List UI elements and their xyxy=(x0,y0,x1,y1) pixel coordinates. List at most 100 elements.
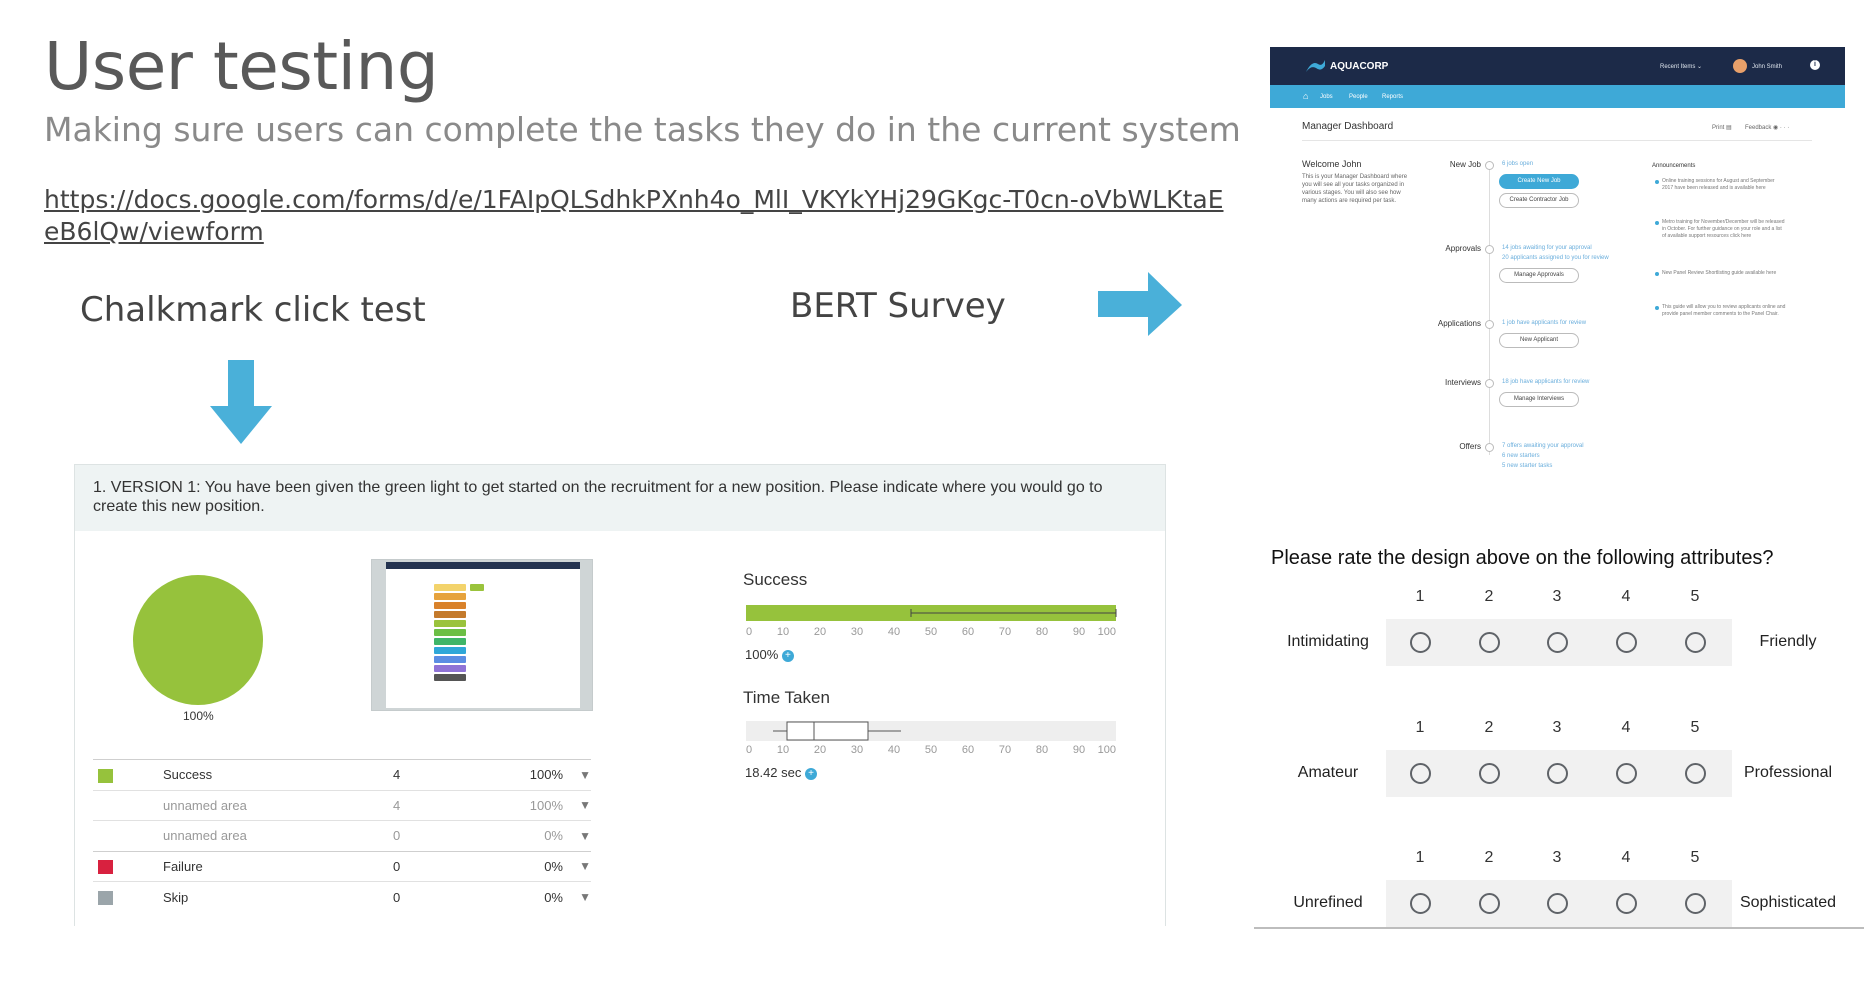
scale-number: 3 xyxy=(1552,849,1562,866)
attribute-left-label: Intimidating xyxy=(1287,633,1369,650)
axis-tick-label: 80 xyxy=(1036,744,1048,756)
axis-tick-label: 0 xyxy=(746,744,752,756)
attribute-right-label: Sophisticated xyxy=(1739,894,1837,911)
section-button[interactable]: Create Contractor Job xyxy=(1499,193,1579,208)
section-label: Offers xyxy=(1459,442,1481,451)
axis-tick-label: 10 xyxy=(777,744,789,756)
results-table: Success 4 100% ▼ unnamed area 4 100% ▼ unnamed a… xyxy=(93,759,591,912)
nav-people[interactable]: People xyxy=(1349,94,1368,100)
rating-radio[interactable] xyxy=(1479,893,1500,914)
filter-icon[interactable]: ▼ xyxy=(563,850,591,882)
feedback-button[interactable]: Feedback ◉ · · · xyxy=(1745,125,1790,131)
announcement-bullet xyxy=(1655,306,1659,310)
row-count: 0 xyxy=(393,820,473,851)
chalkmark-results-panel: 1. VERSION 1: You have been given the gr… xyxy=(74,464,1166,926)
announcement-item: Online training sessions for August and … xyxy=(1662,178,1775,191)
bert-survey-label: BERT Survey xyxy=(790,286,1006,326)
nav-jobs[interactable]: Jobs xyxy=(1320,94,1333,100)
axis-tick-label: 80 xyxy=(1036,626,1048,638)
attribute-left-label: Amateur xyxy=(1297,764,1359,781)
row-percent: 0% xyxy=(473,850,563,882)
click-heatmap-thumbnail[interactable] xyxy=(371,559,593,711)
announcement-bullet xyxy=(1655,272,1659,276)
section-item[interactable]: 20 applicants assigned to you for review xyxy=(1502,255,1609,261)
section-item[interactable]: 6 new starters xyxy=(1502,453,1540,459)
row-count: 0 xyxy=(393,850,473,882)
rating-radio[interactable] xyxy=(1547,763,1568,784)
filter-icon[interactable]: ▼ xyxy=(563,759,591,790)
section-item[interactable]: 7 offers awaiting your approval xyxy=(1502,443,1584,449)
survey-link[interactable]: https://docs.google.com/forms/d/e/1FAIpQ… xyxy=(44,185,1224,246)
scale-number: 4 xyxy=(1621,588,1631,605)
timeline-dot xyxy=(1485,245,1494,254)
welcome-text: This is your Manager Dashboard where you… xyxy=(1302,174,1408,204)
axis-tick-label: 90 xyxy=(1073,626,1085,638)
row-percent: 0% xyxy=(473,881,563,912)
scale-number: 5 xyxy=(1690,719,1700,736)
page-title: Manager Dashboard xyxy=(1302,121,1394,132)
scale-number: 2 xyxy=(1484,849,1494,866)
rating-radio[interactable] xyxy=(1685,893,1706,914)
rating-radio[interactable] xyxy=(1410,763,1431,784)
section-button[interactable]: Manage Approvals xyxy=(1499,268,1579,283)
rating-radio[interactable] xyxy=(1616,893,1637,914)
rating-radio[interactable] xyxy=(1616,632,1637,653)
rating-radio[interactable] xyxy=(1685,763,1706,784)
axis-tick-label: 90 xyxy=(1073,744,1085,756)
axis-tick-label: 0 xyxy=(746,626,752,638)
axis-tick-label: 10 xyxy=(777,626,789,638)
time-value: 18.42 sec xyxy=(745,765,802,780)
table-row: Skip 0 0% ▼ xyxy=(93,881,591,912)
time-boxplot: 0 10 20 30 40 50 60 70 80 90 100 xyxy=(746,721,1116,756)
table-row: Success 4 100% ▼ xyxy=(93,759,591,790)
rating-radio[interactable] xyxy=(1685,632,1706,653)
announcements-title: Announcements xyxy=(1652,163,1696,169)
rating-radio[interactable] xyxy=(1479,632,1500,653)
section-item[interactable]: 5 new starter tasks xyxy=(1502,463,1553,469)
axis-tick-label: 100 xyxy=(1098,744,1116,756)
arrow-down-icon xyxy=(210,360,272,444)
task-question: 1. VERSION 1: You have been given the gr… xyxy=(75,465,1165,531)
row-count: 0 xyxy=(393,881,473,912)
success-bar-chart: 0 10 20 30 40 50 60 70 80 90 100 xyxy=(746,605,1117,638)
filter-icon[interactable]: ▼ xyxy=(563,881,591,912)
rating-radio[interactable] xyxy=(1547,893,1568,914)
announcement-item: New Panel Review Shortlisting guide avai… xyxy=(1662,270,1777,276)
recent-items-menu[interactable]: Recent Items ⌄ xyxy=(1660,64,1703,70)
axis-tick-label: 30 xyxy=(851,744,863,756)
slide-subtitle: Making sure users can complete the tasks… xyxy=(44,110,1241,149)
success-title: Success xyxy=(743,570,808,589)
section-button[interactable]: Manage Interviews xyxy=(1499,392,1579,407)
info-plus-icon[interactable]: + xyxy=(781,649,794,662)
home-icon[interactable]: ⌂ xyxy=(1303,91,1309,101)
aquacorp-dashboard-screenshot: AQUACORP Recent Items ⌄ John Smith i ⌂ J… xyxy=(1270,47,1845,499)
row-percent: 0% xyxy=(473,820,563,851)
scale-number: 5 xyxy=(1690,849,1700,866)
avatar[interactable] xyxy=(1733,59,1747,73)
rating-radio[interactable] xyxy=(1410,893,1431,914)
announcement-item: This guide will allow you to review appl… xyxy=(1662,304,1786,317)
section-item[interactable]: 6 jobs open xyxy=(1502,161,1534,167)
timeline-dot xyxy=(1485,379,1494,388)
section-item[interactable]: 1 job have applicants for review xyxy=(1502,320,1587,326)
axis-tick-label: 40 xyxy=(888,626,900,638)
print-button[interactable]: Print ▤ xyxy=(1712,125,1732,131)
rating-radio[interactable] xyxy=(1616,763,1637,784)
filter-icon[interactable]: ▼ xyxy=(563,789,591,821)
axis-tick-label: 70 xyxy=(999,744,1011,756)
chalkmark-label: Chalkmark click test xyxy=(80,290,426,330)
section-item[interactable]: 14 jobs awaiting for your approval xyxy=(1502,245,1592,251)
section-button[interactable]: Create New Job xyxy=(1499,174,1579,189)
section-button[interactable]: New Applicant xyxy=(1499,333,1579,348)
nav-reports[interactable]: Reports xyxy=(1382,94,1404,100)
info-plus-icon[interactable]: + xyxy=(805,767,817,780)
rating-radio[interactable] xyxy=(1410,632,1431,653)
info-icon[interactable]: i xyxy=(1810,60,1820,70)
filter-icon[interactable]: ▼ xyxy=(563,820,591,851)
rating-radio[interactable] xyxy=(1547,632,1568,653)
table-row: unnamed area 0 0% ▼ xyxy=(93,820,591,851)
row-label: unnamed area xyxy=(163,789,393,821)
time-taken-title: Time Taken xyxy=(743,688,830,707)
section-item[interactable]: 18 job have applicants for review xyxy=(1502,379,1590,385)
rating-radio[interactable] xyxy=(1479,763,1500,784)
